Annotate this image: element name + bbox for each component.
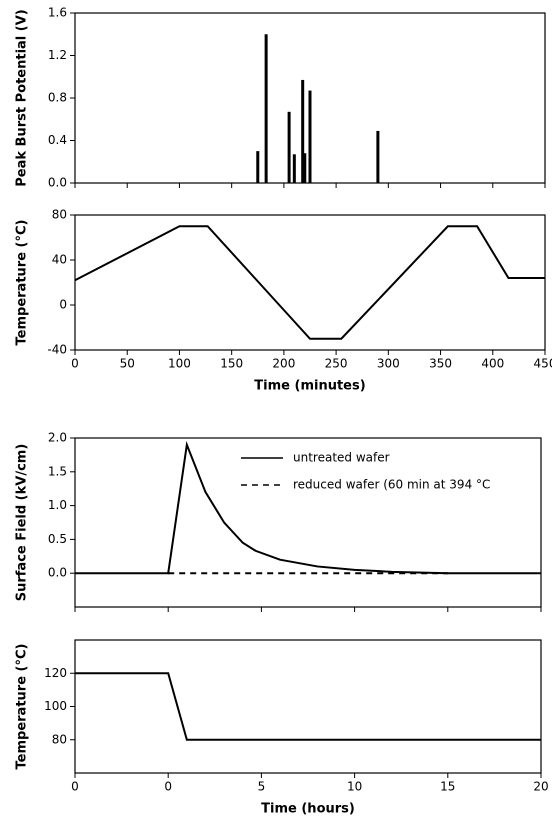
x-axis-label: Time (minutes) xyxy=(254,379,365,394)
y-axis-label: Temperature (°C) xyxy=(15,220,30,346)
y-tick-label: 0.0 xyxy=(48,176,67,190)
y-tick-label: 80 xyxy=(52,208,67,222)
y-tick-label: 2.0 xyxy=(48,431,67,445)
series-line xyxy=(74,225,545,340)
x-tick-label: 250 xyxy=(325,357,348,371)
x-tick-label: 150 xyxy=(220,357,243,371)
stem xyxy=(256,151,260,183)
x-tick-label: 0 xyxy=(71,780,79,794)
y-tick-label: 0.8 xyxy=(48,91,67,105)
x-tick-label: 0 xyxy=(164,780,172,794)
y-axis-label: Peak Burst Potential (V) xyxy=(15,9,30,186)
y-tick-label: -40 xyxy=(47,343,67,357)
x-tick-label: 400 xyxy=(481,357,504,371)
stem xyxy=(301,79,305,183)
y-tick-label: 0 xyxy=(59,298,67,312)
x-axis-label: Time (hours) xyxy=(261,802,355,817)
y-axis-label: Temperature (°C) xyxy=(15,644,30,770)
x-tick-label: 20 xyxy=(533,780,548,794)
y-tick-label: 120 xyxy=(44,666,67,680)
y-tick-label: 0.5 xyxy=(48,532,67,546)
stem xyxy=(303,153,307,183)
plot-frame xyxy=(74,214,546,351)
stem xyxy=(264,34,268,183)
x-tick-label: 10 xyxy=(347,780,362,794)
x-tick-label: 200 xyxy=(272,357,295,371)
plot-frame xyxy=(74,437,542,608)
series-line xyxy=(75,440,541,575)
x-tick-label: 0 xyxy=(71,357,79,371)
y-tick-label: 100 xyxy=(44,699,67,713)
x-tick-label: 450 xyxy=(534,357,552,371)
x-tick-label: 15 xyxy=(440,780,455,794)
stem xyxy=(308,90,312,183)
y-tick-label: 1.5 xyxy=(48,464,67,478)
x-tick-label: 300 xyxy=(377,357,400,371)
series-line xyxy=(75,672,541,741)
plot-frame xyxy=(74,639,542,774)
y-tick-label: 0.4 xyxy=(48,133,67,147)
stem xyxy=(287,111,291,183)
y-axis-label: Surface Field (kV/cm) xyxy=(15,444,30,602)
legend-label: untreated wafer xyxy=(293,451,390,465)
stem xyxy=(376,130,380,183)
stem xyxy=(292,154,296,183)
y-tick-label: 40 xyxy=(52,253,67,267)
legend-label: reduced wafer (60 min at 394 °C xyxy=(293,478,490,492)
y-tick-label: 80 xyxy=(52,732,67,746)
x-tick-label: 100 xyxy=(168,357,191,371)
y-tick-label: 1.6 xyxy=(48,6,67,20)
x-tick-label: 350 xyxy=(429,357,452,371)
x-tick-label: 50 xyxy=(120,357,135,371)
y-tick-label: 1.0 xyxy=(48,498,67,512)
x-tick-label: 5 xyxy=(258,780,266,794)
y-tick-label: 1.2 xyxy=(48,48,67,62)
y-tick-label: 0.0 xyxy=(48,566,67,580)
